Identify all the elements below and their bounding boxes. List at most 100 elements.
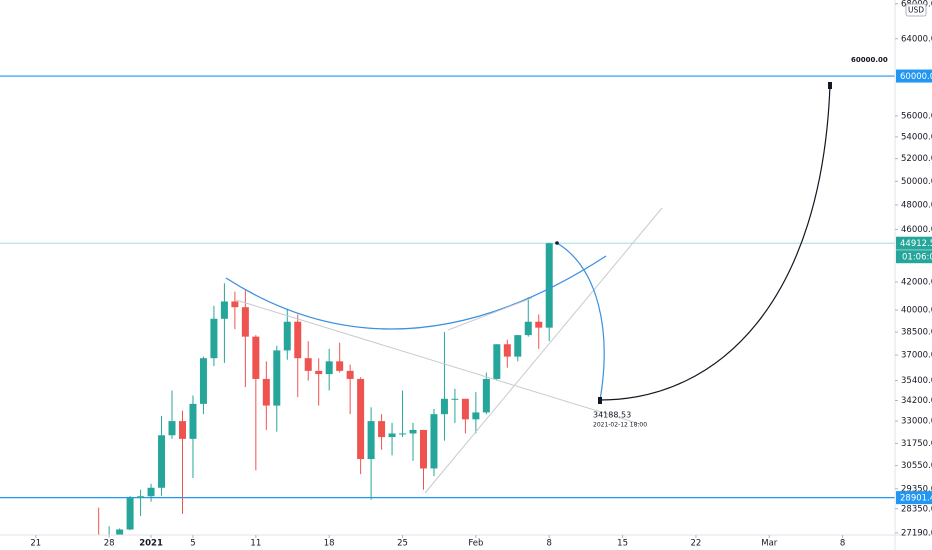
- candle-body: [199, 358, 207, 404]
- candle-body: [315, 370, 323, 375]
- point-label: 34188.53: [593, 411, 631, 420]
- date-label: 2021-02-12 18:00: [593, 422, 647, 429]
- candle-body: [220, 301, 228, 319]
- countdown-box: [896, 250, 932, 264]
- x-tick-label: 22: [691, 539, 702, 549]
- candle-body: [137, 496, 145, 499]
- y-tick-label: 42000.00: [901, 277, 932, 287]
- candle-body: [503, 344, 511, 357]
- y-tick-label: 50000.00: [901, 177, 932, 187]
- candle-body: [440, 398, 448, 415]
- x-tick-label: 11: [250, 539, 261, 549]
- anchor-point: [555, 241, 559, 245]
- price-label-box: [896, 236, 932, 250]
- x-tick-label: 2021: [139, 539, 163, 549]
- candle-body: [461, 398, 469, 420]
- price-label: 60000.00: [900, 72, 932, 82]
- countdown: 01:06:06: [902, 253, 932, 263]
- candle-body: [493, 344, 501, 379]
- y-tick-label: 28350.00: [901, 504, 932, 514]
- y-tick-label: 38500.00: [901, 328, 932, 338]
- candle-body: [252, 336, 260, 379]
- drawings: [225, 82, 832, 494]
- candle-body: [472, 412, 480, 420]
- x-tick-label: 8: [547, 539, 552, 549]
- trend-line: [424, 207, 663, 494]
- anchor-point: [828, 82, 832, 89]
- axes: 68000.0064000.0056000.0054000.0052000.00…: [30, 0, 932, 549]
- candle-body: [294, 321, 302, 359]
- x-tick-label: 8: [840, 539, 845, 549]
- x-tick-label: 21: [30, 539, 41, 549]
- candle-body: [178, 421, 186, 439]
- candle-body: [147, 487, 155, 497]
- y-tick-label: 48000.00: [901, 200, 932, 210]
- x-tick-label: 18: [324, 539, 335, 549]
- candles: [98, 242, 553, 535]
- candle-body: [524, 321, 532, 336]
- candle-body: [545, 243, 553, 328]
- candle-body: [357, 378, 365, 460]
- projection-curve: [556, 242, 605, 401]
- trend-line: [235, 299, 641, 425]
- candle-body: [419, 429, 427, 469]
- candle-body: [168, 421, 176, 436]
- candle-body: [346, 370, 354, 379]
- y-tick-label: 37000.00: [901, 351, 932, 361]
- trend-line: [447, 297, 533, 331]
- x-tick-label: 15: [617, 539, 628, 549]
- arc-drawing: [225, 255, 607, 330]
- y-tick-label: 27190.00: [901, 528, 932, 538]
- candle-body: [535, 321, 543, 328]
- candle-body: [325, 361, 333, 375]
- y-tick-label: 52000.00: [901, 154, 932, 164]
- x-tick-label: Feb: [468, 539, 483, 549]
- candle-body: [304, 358, 312, 371]
- candle-body: [210, 318, 218, 359]
- candle-body: [241, 307, 249, 337]
- candle-body: [126, 498, 134, 530]
- candle-body: [378, 421, 386, 438]
- target-label: 60000.00: [851, 56, 888, 64]
- candle-body: [514, 335, 522, 357]
- candle-body: [283, 321, 291, 351]
- x-tick-label: Mar: [761, 539, 778, 549]
- candle-body: [388, 433, 396, 438]
- candle-body: [231, 301, 239, 308]
- candle-body: [451, 398, 459, 400]
- candle-body: [189, 403, 197, 439]
- y-tick-label: 40000.00: [901, 306, 932, 316]
- candle-body: [367, 421, 375, 460]
- y-tick-label: 31750.00: [901, 439, 932, 449]
- candle-body: [262, 378, 270, 406]
- candle-body: [158, 435, 166, 488]
- y-tick-label: 30550.00: [901, 461, 932, 471]
- candle-body: [336, 361, 344, 371]
- anchor-point: [598, 397, 602, 404]
- candle-body: [399, 433, 407, 435]
- y-tick-label: 54000.00: [901, 132, 932, 142]
- projection-curve: [599, 84, 831, 401]
- y-tick-label: 34200.00: [901, 396, 932, 406]
- price-label: 28901.44: [900, 494, 932, 504]
- y-tick-label: 29350.00: [901, 484, 932, 494]
- price-label-box: [896, 69, 932, 83]
- price-label-box: [896, 491, 932, 505]
- y-tick-label: 64000.00: [901, 34, 932, 44]
- x-tick-label: 5: [190, 539, 195, 549]
- currency-badge[interactable]: [905, 3, 927, 17]
- y-tick-label: 35400.00: [901, 376, 932, 386]
- candle-body: [409, 429, 417, 434]
- y-tick-label: 56000.00: [901, 111, 932, 121]
- candle-body: [273, 350, 281, 406]
- y-tick-label: 46000.00: [901, 225, 932, 235]
- candle-body: [482, 378, 490, 413]
- candle-body: [116, 529, 124, 535]
- plot-area: [0, 75, 895, 499]
- x-tick-label: 28: [104, 539, 115, 549]
- y-tick-label: 33000.00: [901, 417, 932, 427]
- currency: USD: [908, 6, 924, 15]
- price-label: 44912.59: [900, 239, 932, 249]
